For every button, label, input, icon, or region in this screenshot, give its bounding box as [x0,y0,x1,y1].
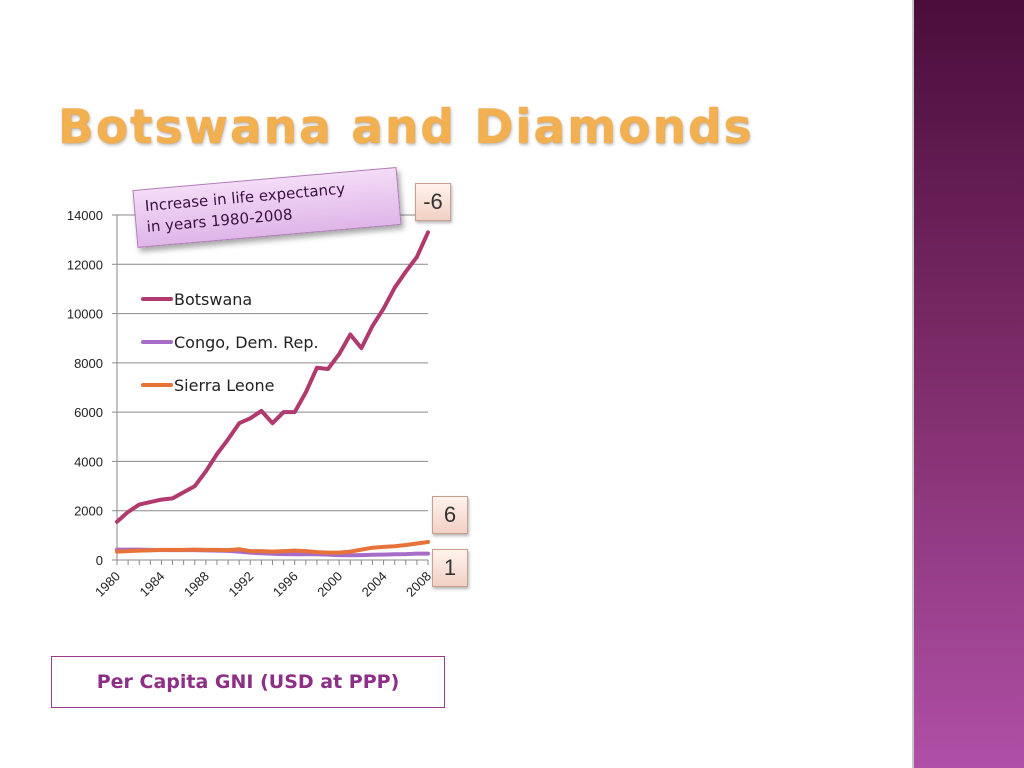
y-tick-label-7: 14000 [67,208,103,223]
x-tick-label-2008: 2008 [403,569,434,600]
series-line-sierra-leone [115,540,430,555]
x-tick-label-2000: 2000 [314,569,345,600]
y-tick-label-5: 10000 [67,307,103,322]
badge-congo-change: 1 [432,549,468,587]
chart-caption: Per Capita GNI (USD at PPP) [51,656,445,708]
decorative-side-bar [912,0,1024,768]
chart-axes [112,214,429,565]
series-line-botswana [115,230,430,524]
x-tick-labels: 1980 1984 1988 1992 1996 2000 2004 2008 [92,569,434,600]
x-tick-label-1984: 1984 [136,569,167,600]
x-tick-label-1996: 1996 [270,569,301,600]
slide-title: Botswana and Diamonds [58,100,754,155]
badge-botswana-change: -6 [415,183,451,221]
badge-sierra-leone-change: 6 [432,496,468,534]
chart-gridlines [117,214,428,512]
x-tick-label-2004: 2004 [359,569,390,600]
y-tick-label-2: 4000 [74,454,103,469]
x-tick-label-1980: 1980 [92,569,123,600]
x-tick-label-1992: 1992 [225,569,256,600]
legend-label-botswana: Botswana [174,290,252,309]
y-tick-label-0: 0 [96,553,103,568]
y-tick-label-4: 8000 [74,356,103,371]
chart-legend: Botswana Congo, Dem. Rep. Sierra Leone [141,290,319,395]
legend-label-sierra-leone: Sierra Leone [174,376,274,395]
x-tick-label-1988: 1988 [181,569,212,600]
y-tick-label-6: 12000 [67,257,103,272]
legend-label-congo-dem-rep: Congo, Dem. Rep. [174,333,319,352]
y-tick-label-1: 2000 [74,504,103,519]
series-lines [115,230,430,558]
y-tick-label-3: 6000 [74,405,103,420]
y-tick-labels: 0 2000 4000 6000 8000 10000 12000 14000 [67,208,103,568]
